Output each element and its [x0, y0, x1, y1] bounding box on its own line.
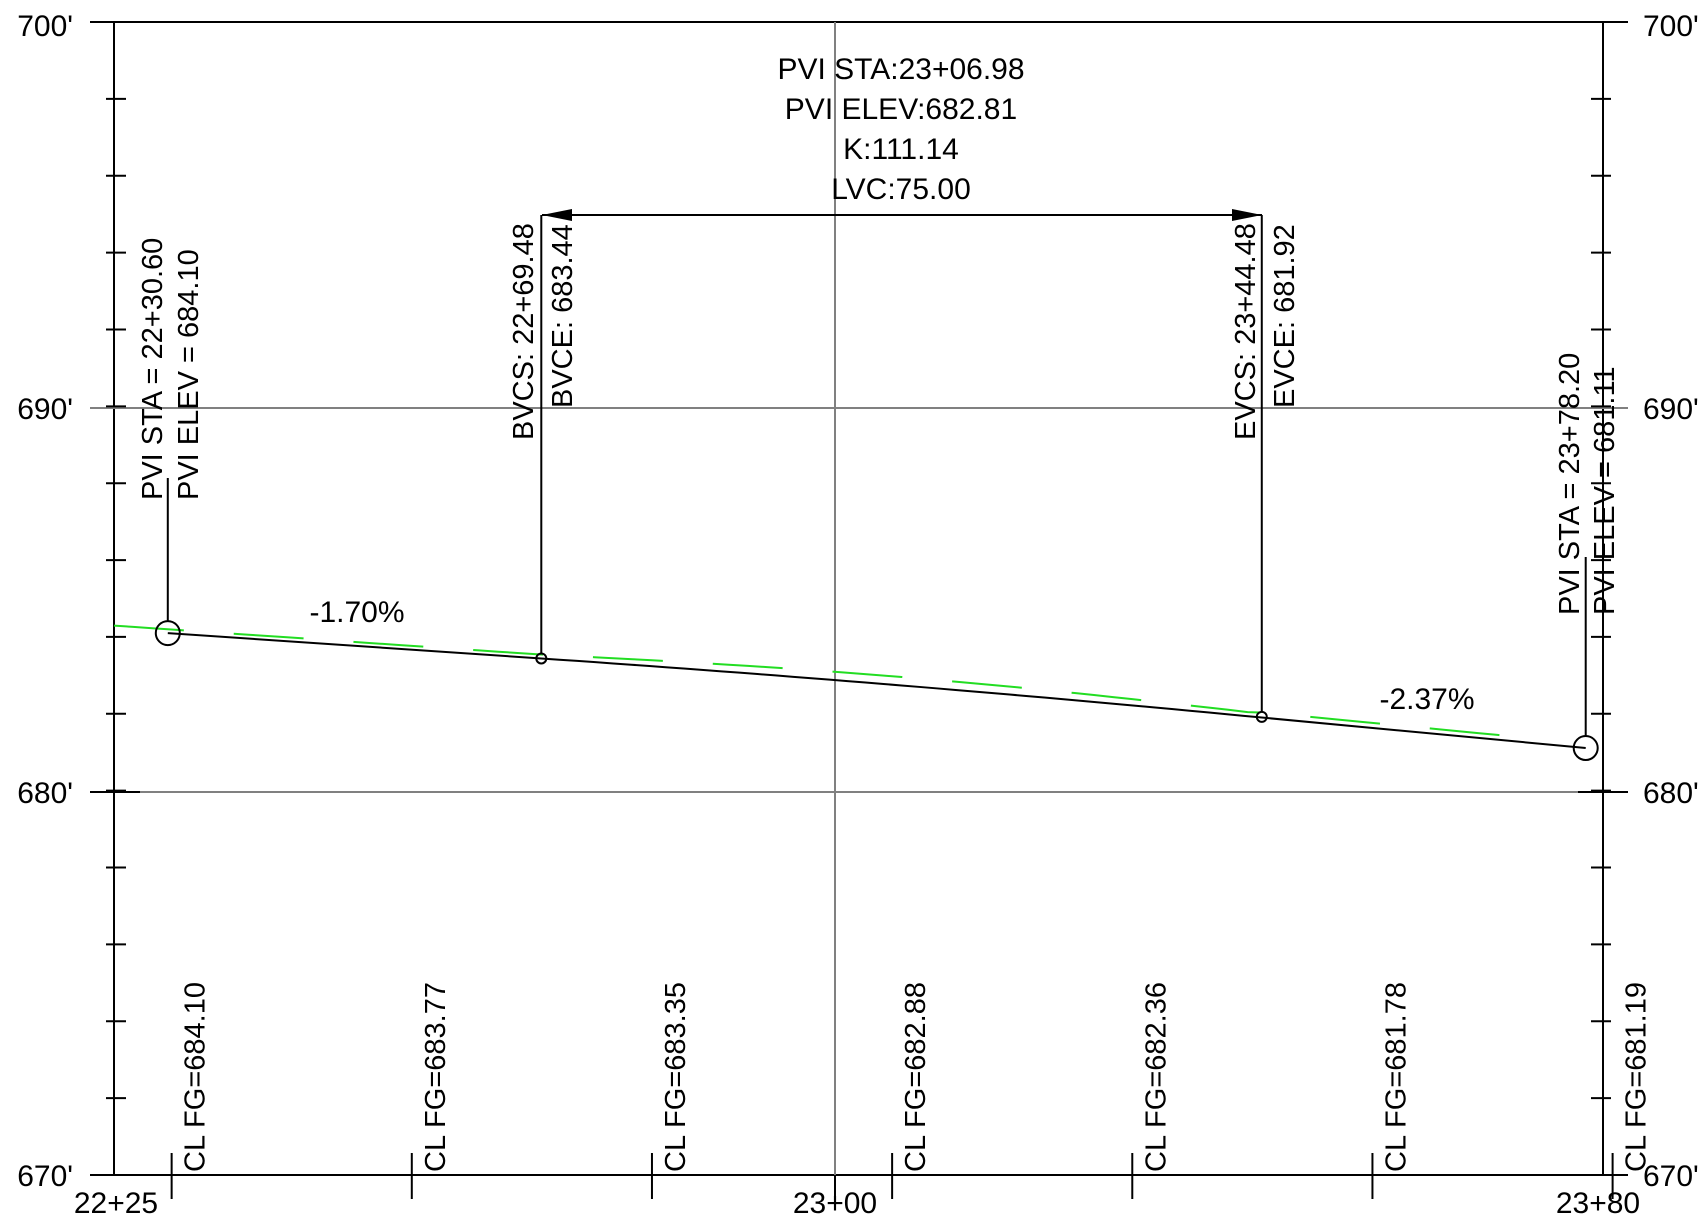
fg-label: CL FG=681.19	[1621, 982, 1653, 1172]
elev-label-700-right: 700'	[1643, 10, 1698, 43]
proposed-profile-line	[167, 632, 1586, 750]
elev-label-670-right: 670'	[1643, 1160, 1698, 1193]
station-labels: 22+25 23+00 23+80	[74, 1187, 1640, 1220]
elevation-labels-right: 700' 690' 680' 670'	[1643, 10, 1698, 1193]
elev-label-700-left: 700'	[17, 10, 73, 43]
minor-ticks	[106, 21, 1611, 1176]
pvi-start-marker	[154, 620, 181, 647]
grade-label-right: -2.37%	[1379, 683, 1474, 716]
pvi-start-station-label: PVI STA = 22+30.60	[137, 238, 169, 500]
pvi-end-elevation-label: PVI ELEV = 681.11	[1589, 366, 1621, 615]
bvc-group: BVCS: 22+69.48 BVCE: 683.44	[508, 215, 579, 665]
pvi-end-station-label: PVI STA = 23+78.20	[1554, 353, 1586, 615]
elev-label-670-left: 670'	[17, 1160, 73, 1193]
evc-station-label: EVCS: 23+44.48	[1230, 223, 1262, 440]
elev-label-680-right: 680'	[1643, 777, 1698, 810]
grade-label-left: -1.70%	[309, 596, 404, 629]
elevation-labels-left: 700' 690' 680' 670'	[17, 10, 73, 1193]
fg-label: CL FG=683.77	[420, 982, 452, 1172]
fg-label: CL FG=682.36	[1140, 982, 1172, 1172]
pvi-end-group: PVI STA = 23+78.20 PVI ELEV = 681.11	[1554, 353, 1621, 762]
curve-dimension-arrow-right	[1232, 209, 1262, 221]
station-label-end: 23+80	[1556, 1187, 1640, 1220]
station-label-2300: 23+00	[793, 1187, 877, 1220]
bvc-elevation-label: BVCE: 683.44	[547, 224, 579, 408]
existing-ground-line	[113, 624, 1536, 740]
pvi-end-marker	[1572, 735, 1599, 762]
evc-group: EVCS: 23+44.48 EVCE: 681.92	[1230, 215, 1301, 723]
fg-label: CL FG=683.35	[660, 982, 692, 1172]
curve-info-pvi-elev: PVI ELEV:682.81	[785, 93, 1017, 126]
bvc-station-label: BVCS: 22+69.48	[508, 223, 540, 440]
fg-label: CL FG=684.10	[180, 982, 212, 1172]
station-label-start: 22+25	[74, 1187, 158, 1220]
evc-elevation-label: EVCE: 681.92	[1269, 224, 1301, 408]
elev-label-680-left: 680'	[17, 777, 73, 810]
evc-marker	[1255, 710, 1268, 723]
curve-dimension	[542, 209, 1262, 221]
curve-info-pvi-sta: PVI STA:23+06.98	[777, 53, 1024, 86]
curve-dimension-arrow-left	[542, 209, 572, 221]
curve-info-k: K:111.14	[843, 133, 959, 166]
elev-label-690-left: 690'	[17, 393, 73, 426]
curve-info-lvc: LVC:75.00	[831, 173, 971, 206]
bvc-marker	[535, 652, 548, 665]
fg-label: CL FG=681.78	[1380, 982, 1412, 1172]
station-ticks	[170, 1153, 1614, 1199]
pvi-start-elevation-label: PVI ELEV = 684.10	[173, 249, 205, 500]
curve-info-block: PVI STA:23+06.98 PVI ELEV:682.81 K:111.1…	[777, 53, 1024, 206]
pvi-start-group: PVI STA = 22+30.60 PVI ELEV = 684.10	[137, 238, 205, 647]
fg-label: CL FG=682.88	[900, 982, 932, 1172]
elev-label-690-right: 690'	[1643, 393, 1698, 426]
finished-grade-labels: CL FG=684.10 CL FG=683.77 CL FG=683.35 CL F…	[180, 982, 1653, 1172]
profile-grid	[90, 21, 1628, 1199]
